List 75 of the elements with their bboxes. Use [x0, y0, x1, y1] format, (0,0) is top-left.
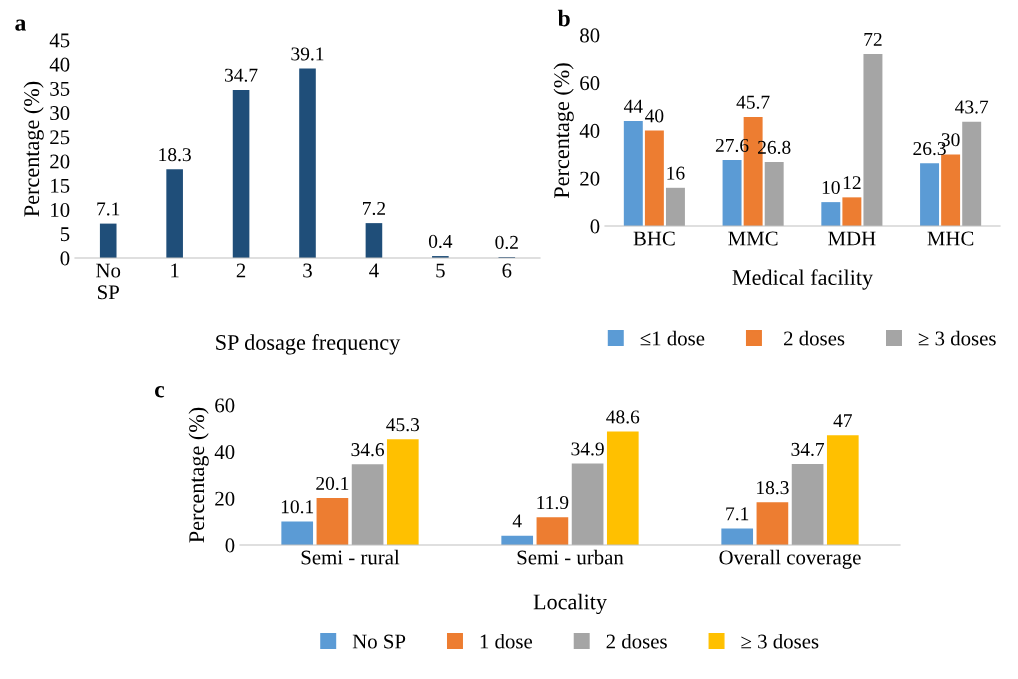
data-label: 45.3: [386, 418, 420, 432]
y-tick-label: 40: [579, 123, 600, 138]
data-label: 16: [667, 166, 685, 180]
x-tick-label: MMC: [728, 231, 778, 246]
x-axis-title: SP dosage frequency: [216, 334, 401, 355]
y-tick-label: 20: [580, 171, 600, 186]
x-tick-label: MDH: [828, 231, 876, 246]
data-label: 45.7: [736, 95, 770, 109]
data-label: 48.6: [606, 410, 640, 424]
y-tick-label: 0: [590, 219, 600, 234]
y-axis-title: Percentage (%): [188, 407, 209, 543]
y-tick-label: 60: [215, 398, 235, 413]
data-label: 34.6: [351, 443, 385, 457]
data-label: 43.7: [955, 100, 989, 114]
y-tick-label: 80: [580, 28, 600, 43]
data-label: 0.2: [495, 235, 518, 249]
x-tick-label: Overall coverage: [719, 549, 861, 569]
data-label: 72: [864, 32, 882, 46]
x-tick-label: BHC: [633, 231, 675, 246]
x-tick-label: 1: [171, 263, 179, 278]
y-tick-label: 40: [214, 445, 235, 460]
y-tick-label: 20: [50, 154, 70, 169]
x-axis-title: Locality: [533, 593, 607, 615]
data-label: 11.9: [537, 496, 569, 510]
legend-label: ≤1 dose: [640, 330, 705, 346]
x-tick-label: MHC: [927, 231, 974, 246]
data-label: 7.1: [726, 507, 749, 521]
data-label: 47: [833, 414, 852, 428]
x-tick-label: Semi - urban: [517, 549, 624, 565]
data-label: 0.4: [428, 234, 453, 249]
y-tick-label: 40: [49, 57, 70, 72]
y-tick-label: 30: [50, 106, 70, 121]
y-tick-label: 45: [49, 33, 70, 48]
chart-title: c: [155, 386, 165, 398]
data-label: 18.3: [757, 481, 789, 495]
legend-label: ≥ 3 doses: [741, 633, 819, 649]
data-label: 12: [843, 176, 861, 190]
data-label: 10.1: [281, 500, 314, 514]
data-label: 44: [623, 99, 643, 113]
y-axis-title: Percentage (%): [23, 81, 44, 217]
x-tick-label: 5: [436, 263, 445, 278]
x-tick-label: 4: [369, 263, 379, 278]
data-label: 20.1: [316, 476, 349, 491]
data-label: 34.7: [791, 442, 825, 456]
data-label: 7.2: [363, 201, 386, 216]
chart-title: b: [557, 9, 570, 27]
legend-label: 1 dose: [480, 633, 533, 649]
chart-title: a: [15, 19, 26, 31]
legend-label: 2 doses: [606, 633, 667, 649]
legend-label: ≥ 3 doses: [918, 330, 996, 346]
data-label: 4: [512, 514, 522, 528]
legend-label: 2 doses: [784, 330, 845, 346]
data-label: 40: [645, 109, 664, 123]
y-axis-title: Percentage (%): [553, 63, 574, 199]
y-tick-label: 60: [580, 76, 600, 91]
y-tick-label: 0: [225, 538, 235, 553]
data-label: 34.7: [224, 68, 258, 82]
y-tick-label: 35: [50, 81, 70, 96]
data-label: 7.1: [97, 202, 120, 216]
data-label: 18.3: [159, 148, 191, 162]
y-tick-label: 20: [215, 491, 235, 506]
y-tick-label: 0: [60, 251, 70, 266]
y-tick-label: 10: [51, 202, 70, 217]
y-tick-label: 15: [51, 178, 70, 193]
x-axis-title: Medical facility: [732, 269, 874, 290]
data-label: 34.9: [571, 442, 604, 456]
x-tick-label: 6: [502, 263, 512, 278]
data-label: 10: [822, 180, 840, 195]
x-tick-label: No SP: [96, 263, 121, 300]
legend-label: No SP: [352, 634, 406, 649]
x-tick-label: 2: [236, 263, 246, 278]
data-label: 39.1: [291, 47, 324, 61]
x-tick-label: 3: [303, 263, 312, 278]
x-tick-label: Semi - rural: [301, 549, 400, 565]
y-tick-label: 25: [50, 130, 70, 145]
